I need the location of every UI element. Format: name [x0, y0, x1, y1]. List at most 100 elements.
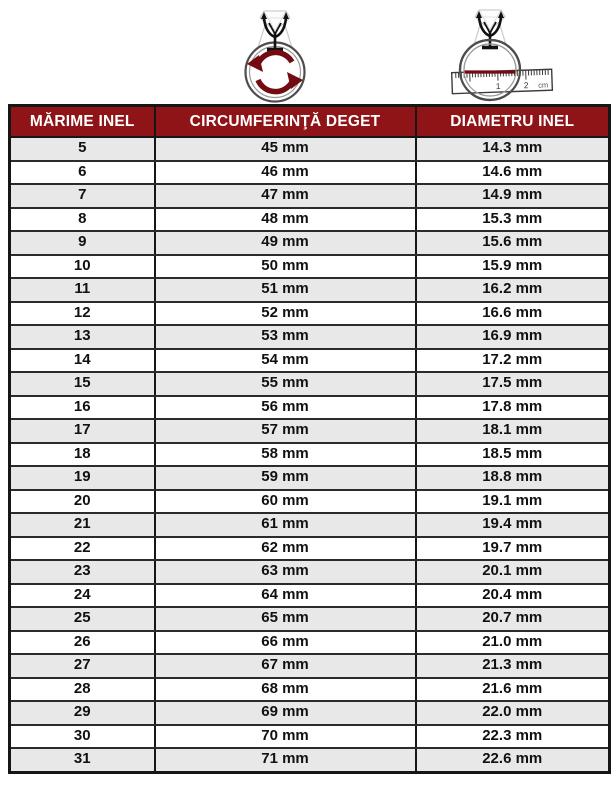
- diameter-cell: 21.0 mm: [414, 629, 611, 655]
- circumference-cell: 60 mm: [153, 488, 417, 514]
- diameter-cell: 15.9 mm: [414, 253, 611, 279]
- size-cell: 14: [8, 347, 156, 373]
- ruler-label-1: 1: [496, 81, 501, 91]
- size-cell: 16: [8, 394, 156, 420]
- size-cell: 24: [8, 582, 156, 608]
- circumference-cell: 61 mm: [153, 512, 417, 538]
- circumference-cell: 50 mm: [153, 253, 417, 279]
- circumference-cell: 64 mm: [153, 582, 417, 608]
- circumference-cell: 53 mm: [153, 324, 417, 350]
- diameter-cell: 19.1 mm: [414, 488, 611, 514]
- circumference-cell: 55 mm: [153, 371, 417, 397]
- diameter-cell: 16.2 mm: [414, 277, 611, 303]
- diameter-cell: 14.9 mm: [414, 183, 611, 209]
- table-row: 7 47 mm 14.9 mm: [8, 183, 611, 209]
- circumference-cell: 54 mm: [153, 347, 417, 373]
- size-cell: 27: [8, 653, 156, 679]
- diameter-cell: 14.6 mm: [414, 159, 611, 185]
- diameter-cell: 17.2 mm: [414, 347, 611, 373]
- size-cell: 15: [8, 371, 156, 397]
- table-row: 26 66 mm 21.0 mm: [8, 629, 611, 655]
- diameter-cell: 20.4 mm: [414, 582, 611, 608]
- diameter-cell: 18.5 mm: [414, 441, 611, 467]
- diameter-cell: 18.8 mm: [414, 465, 611, 491]
- ring-diameter-illustration: 1 2 cm: [450, 9, 554, 102]
- circumference-cell: 48 mm: [153, 206, 417, 232]
- size-cell: 10: [8, 253, 156, 279]
- circumference-cell: 45 mm: [153, 136, 417, 162]
- size-cell: 31: [8, 747, 156, 773]
- circumference-cell: 47 mm: [153, 183, 417, 209]
- table-row: 22 62 mm 19.7 mm: [8, 535, 611, 561]
- circumference-cell: 66 mm: [153, 629, 417, 655]
- header-circumference: CIRCUMFERINŢĂ DEGET: [153, 104, 417, 138]
- diameter-cell: 19.4 mm: [414, 512, 611, 538]
- table-row: 25 65 mm 20.7 mm: [8, 606, 611, 632]
- diameter-cell: 21.6 mm: [414, 676, 611, 702]
- size-cell: 13: [8, 324, 156, 350]
- table-row: 20 60 mm 19.1 mm: [8, 488, 611, 514]
- circumference-cell: 67 mm: [153, 653, 417, 679]
- diameter-cell: 21.3 mm: [414, 653, 611, 679]
- circumference-cell: 65 mm: [153, 606, 417, 632]
- table-row: 28 68 mm 21.6 mm: [8, 676, 611, 702]
- circumference-cell: 59 mm: [153, 465, 417, 491]
- circumference-cell: 46 mm: [153, 159, 417, 185]
- circumference-cell: 51 mm: [153, 277, 417, 303]
- table-row: 17 57 mm 18.1 mm: [8, 418, 611, 444]
- size-cell: 25: [8, 606, 156, 632]
- size-cell: 19: [8, 465, 156, 491]
- table-row: 30 70 mm 22.3 mm: [8, 723, 611, 749]
- table-row: 13 53 mm 16.9 mm: [8, 324, 611, 350]
- table-row: 31 71 mm 22.6 mm: [8, 747, 611, 773]
- diameter-cell: 16.6 mm: [414, 300, 611, 326]
- ring-size-table: MĂRIME INEL CIRCUMFERINŢĂ DEGET DIAMETRU…: [8, 104, 611, 774]
- size-cell: 30: [8, 723, 156, 749]
- header-diameter: DIAMETRU INEL: [414, 104, 611, 138]
- size-cell: 11: [8, 277, 156, 303]
- diameter-cell: 16.9 mm: [414, 324, 611, 350]
- size-cell: 20: [8, 488, 156, 514]
- circumference-cell: 68 mm: [153, 676, 417, 702]
- size-cell: 29: [8, 700, 156, 726]
- table-row: 18 58 mm 18.5 mm: [8, 441, 611, 467]
- ring-circumference-illustration: [244, 10, 306, 103]
- table-row: 6 46 mm 14.6 mm: [8, 159, 611, 185]
- diameter-cell: 15.6 mm: [414, 230, 611, 256]
- size-cell: 22: [8, 535, 156, 561]
- ring-diameter-icon: 1 2 cm: [436, 8, 568, 109]
- size-cell: 7: [8, 183, 156, 209]
- size-cell: 26: [8, 629, 156, 655]
- size-cell: 18: [8, 441, 156, 467]
- table-row: 8 48 mm 15.3 mm: [8, 206, 611, 232]
- size-table-body: 5 45 mm 14.3 mm 6 46 mm 14.6 mm 7 47 mm 14.9 mm 8…: [8, 136, 611, 773]
- diameter-cell: 22.3 mm: [414, 723, 611, 749]
- table-row: 24 64 mm 20.4 mm: [8, 582, 611, 608]
- ruler-label-2: 2: [524, 80, 529, 90]
- circumference-cell: 56 mm: [153, 394, 417, 420]
- ring-circumference-icon: [230, 6, 322, 111]
- diameter-cell: 17.5 mm: [414, 371, 611, 397]
- table-row: 14 54 mm 17.2 mm: [8, 347, 611, 373]
- circumference-cell: 70 mm: [153, 723, 417, 749]
- diameter-cell: 20.1 mm: [414, 559, 611, 585]
- size-cell: 17: [8, 418, 156, 444]
- table-row: 27 67 mm 21.3 mm: [8, 653, 611, 679]
- table-row: 5 45 mm 14.3 mm: [8, 136, 611, 162]
- table-row: 29 69 mm 22.0 mm: [8, 700, 611, 726]
- size-cell: 8: [8, 206, 156, 232]
- size-cell: 23: [8, 559, 156, 585]
- table-row: 15 55 mm 17.5 mm: [8, 371, 611, 397]
- circumference-cell: 57 mm: [153, 418, 417, 444]
- size-cell: 12: [8, 300, 156, 326]
- diameter-cell: 15.3 mm: [414, 206, 611, 232]
- size-cell: 5: [8, 136, 156, 162]
- table-row: 9 49 mm 15.6 mm: [8, 230, 611, 256]
- table-row: 10 50 mm 15.9 mm: [8, 253, 611, 279]
- circumference-cell: 49 mm: [153, 230, 417, 256]
- diameter-cell: 18.1 mm: [414, 418, 611, 444]
- diameter-cell: 14.3 mm: [414, 136, 611, 162]
- diameter-cell: 19.7 mm: [414, 535, 611, 561]
- diameter-cell: 22.6 mm: [414, 747, 611, 773]
- header-size: MĂRIME INEL: [8, 104, 156, 138]
